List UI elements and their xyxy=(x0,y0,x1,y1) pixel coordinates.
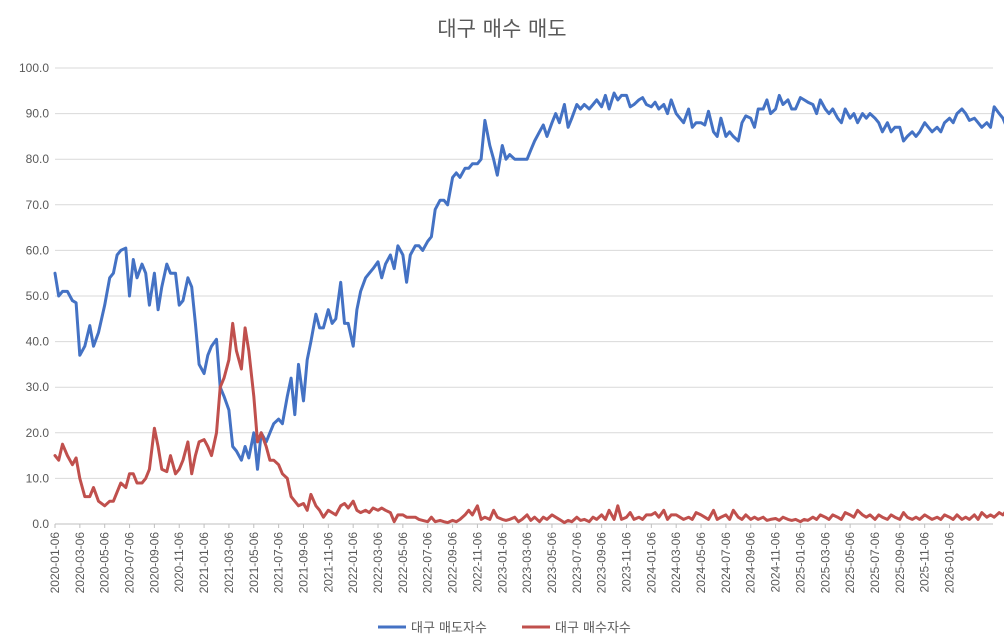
legend: 대구 매도자수 대구 매수자수 xyxy=(378,621,631,636)
x-tick-label: 2023-09-06 xyxy=(595,532,609,594)
y-tick-label: 60.0 xyxy=(26,243,50,257)
x-tick-label: 2020-01-06 xyxy=(48,532,62,594)
y-tick-label: 10.0 xyxy=(26,471,50,485)
x-tick-label: 2025-09-06 xyxy=(893,532,907,594)
x-tick-label: 2021-01-06 xyxy=(197,532,211,594)
chart-title: 대구 매수 매도 xyxy=(437,17,566,41)
x-tick-label: 2024-03-06 xyxy=(669,532,683,594)
x-tick-label: 2025-03-06 xyxy=(818,532,832,594)
x-tick-label: 2023-07-06 xyxy=(570,532,584,594)
x-tick-label: 2021-03-06 xyxy=(222,532,236,594)
x-tick-label: 2022-05-06 xyxy=(396,532,410,594)
x-tick-label: 2025-01-06 xyxy=(793,532,807,594)
y-tick-label: 50.0 xyxy=(26,289,50,303)
x-tick-label: 2022-11-06 xyxy=(470,532,484,593)
x-tick-label: 2023-05-06 xyxy=(545,532,559,594)
x-tick-label: 2026-01-06 xyxy=(943,532,957,594)
x-tick-label: 2024-09-06 xyxy=(744,532,758,594)
y-tick-label: 20.0 xyxy=(26,426,50,440)
y-tick-label: 40.0 xyxy=(26,335,50,349)
x-tick-label: 2023-11-06 xyxy=(619,532,633,593)
y-tick-label: 0.0 xyxy=(32,517,49,531)
x-tick-label: 2020-11-06 xyxy=(172,532,186,593)
legend-label: 대구 매수자수 xyxy=(555,621,631,636)
x-tick-label: 2022-09-06 xyxy=(446,532,460,594)
legend-label: 대구 매도자수 xyxy=(411,621,487,636)
x-tick-label: 2024-07-06 xyxy=(719,532,733,594)
y-tick-label: 80.0 xyxy=(26,152,50,166)
x-tick-label: 2022-03-06 xyxy=(371,532,385,594)
y-tick-label: 70.0 xyxy=(26,198,50,212)
x-axis-ticks: 2020-01-06 2020-03-06 2020-05-06 2020-07-06… xyxy=(48,524,957,593)
x-tick-label: 2021-09-06 xyxy=(296,532,310,594)
x-tick-label: 2020-05-06 xyxy=(98,532,112,594)
y-tick-label: 90.0 xyxy=(26,107,50,121)
x-tick-label: 2023-01-06 xyxy=(495,532,509,594)
x-tick-label: 2025-05-06 xyxy=(843,532,857,594)
x-tick-label: 2024-05-06 xyxy=(694,532,708,594)
x-tick-label: 2025-07-06 xyxy=(868,532,882,594)
y-tick-label: 30.0 xyxy=(26,380,50,394)
y-axis-ticks: 0.0 10.0 20.0 30.0 40.0 50.0 60.0 70.0 80.0 90.0 1… xyxy=(19,61,49,531)
x-tick-label: 2024-01-06 xyxy=(644,532,658,594)
series-line-seller xyxy=(53,91,1004,471)
x-tick-label: 2022-07-06 xyxy=(421,532,435,594)
series-lines xyxy=(53,91,1004,525)
x-tick-label: 2020-09-06 xyxy=(147,532,161,594)
y-tick-label: 100.0 xyxy=(19,61,49,75)
x-tick-label: 2021-11-06 xyxy=(321,532,335,593)
x-tick-label: 2023-03-06 xyxy=(520,532,534,594)
x-tick-label: 2021-07-06 xyxy=(272,532,286,594)
x-tick-label: 2025-11-06 xyxy=(918,532,932,593)
x-tick-label: 2024-11-06 xyxy=(769,532,783,593)
x-tick-label: 2020-07-06 xyxy=(123,532,137,594)
x-tick-label: 2022-01-06 xyxy=(346,532,360,594)
series-line-buyer xyxy=(53,321,1004,525)
x-tick-label: 2021-05-06 xyxy=(247,532,261,594)
x-tick-label: 2020-03-06 xyxy=(73,532,87,594)
